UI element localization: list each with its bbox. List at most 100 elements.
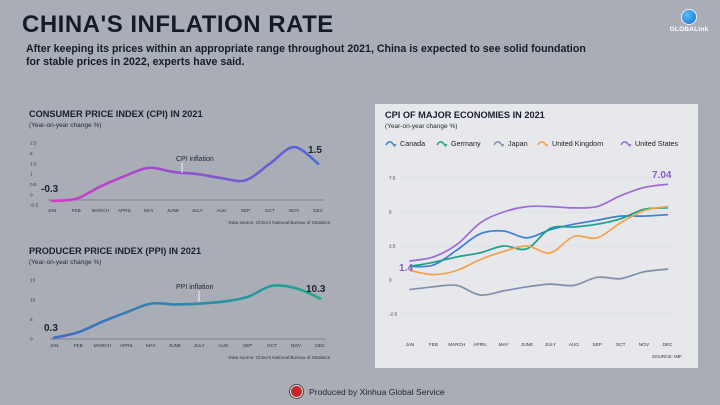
cpi-chart: 2.5 2 1.5 1 0.5 0 -0.5 JAN FEB MARCH APRIL MAY JUNE J… (30, 141, 331, 225)
legend-swatch-glyph (537, 140, 549, 147)
major-series-japan-line (409, 268, 669, 296)
major-series-united-states-point (433, 256, 435, 258)
legend-swatch-germany (436, 140, 448, 148)
major-series-japan-point (456, 285, 458, 287)
major-series-japan-point (643, 271, 645, 273)
ppi-x-tick-label: JUNE (169, 343, 181, 348)
legend-swatch-japan (493, 140, 505, 148)
ppi-chart-subtitle: (Year-on-year change %) (29, 259, 102, 266)
cpi-y-tick-label: 2 (30, 151, 33, 156)
major-series-canada-point (620, 215, 622, 217)
ppi-source-label: Data source: China's National Bureau of … (229, 355, 331, 360)
major-series-united-states-point (409, 260, 411, 262)
major-series-united-kingdom-point (596, 237, 598, 239)
major-series-united-kingdom-point (643, 210, 645, 212)
major-x-tick-label: OCT (616, 342, 626, 347)
globalink-logo: GLOBALink (664, 9, 714, 33)
ppi-x-tick-label: JULY (194, 343, 206, 348)
major-series-united-states-point (479, 222, 481, 224)
ppi-x-tick-label: MAY (146, 343, 157, 348)
major-series-germany-point (573, 226, 575, 228)
ppi-x-tick-label: AUG (218, 343, 229, 348)
ppi-x-tick-label: APRIL (120, 343, 134, 348)
major-series-united-kingdom-point (456, 270, 458, 272)
major-series-germany-line (409, 207, 669, 268)
major-economies-panel: 7.5 5 2.5 0 -2.5 JAN FEB MARCH APRIL MAY JUNE JULY A… (375, 104, 698, 368)
legend-item-germany: Germany (436, 139, 481, 148)
major-x-tick-label: SEP (593, 342, 602, 347)
ppi-x-tick-label: OCT (267, 343, 277, 348)
major-series-canada-point (456, 249, 458, 251)
globe-icon (681, 9, 697, 25)
major-chart-title: CPI OF MAJOR ECONOMIES IN 2021 (385, 110, 545, 120)
major-series-germany-point (550, 228, 552, 230)
major-series-canada-point (573, 223, 575, 225)
major-series-germany-point (433, 262, 435, 264)
ppi-y-tick-label: 0 (30, 337, 33, 342)
cpi-x-tick-label: APRIL (118, 208, 132, 213)
major-series-united-kingdom-point (503, 251, 505, 253)
major-series-canada-point (526, 237, 528, 239)
legend-swatch-united-states (620, 140, 632, 148)
major-series-united-kingdom-line (409, 205, 669, 276)
cpi-y-tick-label: 2.5 (30, 141, 37, 146)
major-economies-chart: 7.5 5 2.5 0 -2.5 JAN FEB MARCH APRIL MAY JUNE JULY A… (389, 170, 682, 359)
major-series-united-states-line (409, 183, 669, 262)
legend-label: Japan (508, 139, 528, 148)
major-series-united-states-point (503, 211, 505, 213)
major-y-tick-label: -2.5 (389, 312, 397, 317)
major-series-united-kingdom-point (433, 274, 435, 276)
major-series-united-kingdom-point (573, 236, 575, 238)
major-series-united-kingdom-point (479, 259, 481, 261)
ppi-x-tick-label: FEB (74, 343, 83, 348)
major-series-united-kingdom-point (526, 245, 528, 247)
legend-swatch-glyph (493, 140, 505, 147)
major-y-tick-label: 2.5 (389, 244, 396, 249)
major-source-label: SOURCE: IMF (652, 354, 682, 359)
legend-swatch-line (493, 140, 505, 147)
cpi-x-tick-label: FEB (72, 208, 81, 213)
major-x-tick-label: MARCH (448, 342, 465, 347)
major-series-japan-point (667, 268, 669, 270)
ppi-start-value-label: 0.3 (44, 323, 58, 334)
ppi-y-tick-label: 5 (30, 317, 33, 322)
major-series-canada-point (479, 233, 481, 235)
major-series-canada-point (503, 230, 505, 232)
legend-swatch-glyph (620, 140, 632, 147)
legend-label: Germany (451, 139, 481, 148)
major-series-japan-point (503, 290, 505, 292)
major-y-tick-label: 7.5 (389, 176, 396, 181)
major-series-united-kingdom-point (667, 206, 669, 208)
major-x-tick-label: JUNE (521, 342, 533, 347)
major-x-tick-label: MAY (499, 342, 510, 347)
major-x-tick-label: JULY (545, 342, 557, 347)
major-series-germany-point (596, 223, 598, 225)
major-series-united-states-point (667, 183, 669, 185)
logo-text: GLOBALink (669, 26, 709, 33)
cpi-y-tick-label: 1.5 (30, 161, 37, 166)
major-series-canada-point (596, 219, 598, 221)
cpi-x-tick-label: AUG (216, 208, 227, 213)
major-series-united-states-point (456, 244, 458, 246)
legend-swatch-glyph (436, 140, 448, 147)
major-series-japan-point (550, 283, 552, 285)
major-series-canada-point (433, 264, 435, 266)
ppi-x-tick-label: JAN (50, 343, 59, 348)
major-series-japan-point (620, 278, 622, 280)
page-title: CHINA'S INFLATION RATE (22, 11, 334, 38)
ppi-end-value-label: 10.3 (306, 284, 326, 295)
ppi-y-tick-label: 10 (30, 297, 36, 302)
cpi-x-tick-label: JAN (48, 208, 57, 213)
legend-label: United States (635, 139, 679, 148)
legend-item-japan: Japan (493, 139, 528, 148)
major-series-united-states-point (550, 206, 552, 208)
major-series-germany-point (503, 245, 505, 247)
legend-swatch-line (436, 140, 448, 147)
cpi-y-tick-label: 0 (30, 192, 33, 197)
major-series-japan-point (479, 294, 481, 296)
cpi-chart-subtitle: (Year-on-year change %) (29, 122, 102, 129)
major-x-tick-label: AUG (569, 342, 580, 347)
major-chart-subtitle: (Year-on-year change %) (385, 123, 458, 130)
major-series-canada-point (667, 214, 669, 216)
page-subtitle: After keeping its prices within an appro… (26, 43, 586, 68)
